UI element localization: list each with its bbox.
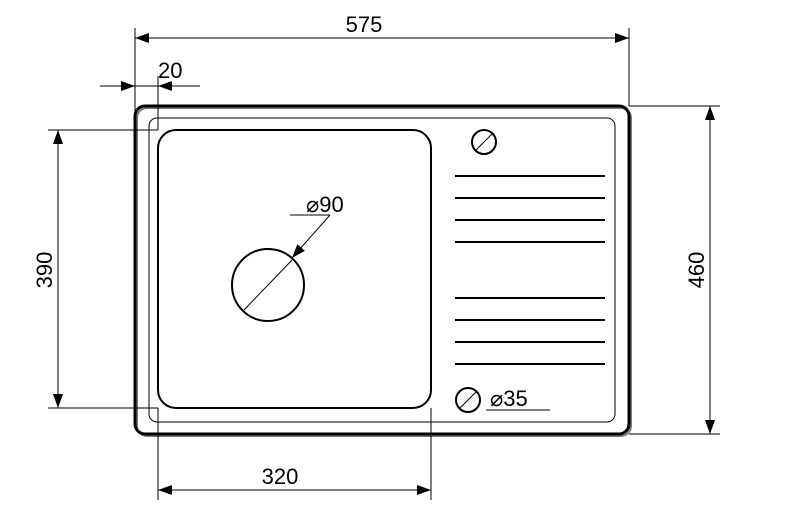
overflow-hole (460, 392, 476, 408)
sink-outline (137, 108, 631, 436)
drainer-grooves (455, 176, 605, 364)
label-diameter-90: ⌀90 (306, 192, 344, 217)
dimension-height-390: 390 (32, 252, 57, 289)
dimension-width-320: 320 (262, 464, 299, 489)
dimension-height-460: 460 (684, 252, 709, 289)
label-diameter-35: ⌀35 (490, 386, 528, 411)
dimension-offset-20: 20 (158, 58, 182, 83)
drain-hole (244, 260, 292, 310)
tap-hole (476, 134, 492, 150)
dimension-width-575: 575 (346, 12, 383, 37)
